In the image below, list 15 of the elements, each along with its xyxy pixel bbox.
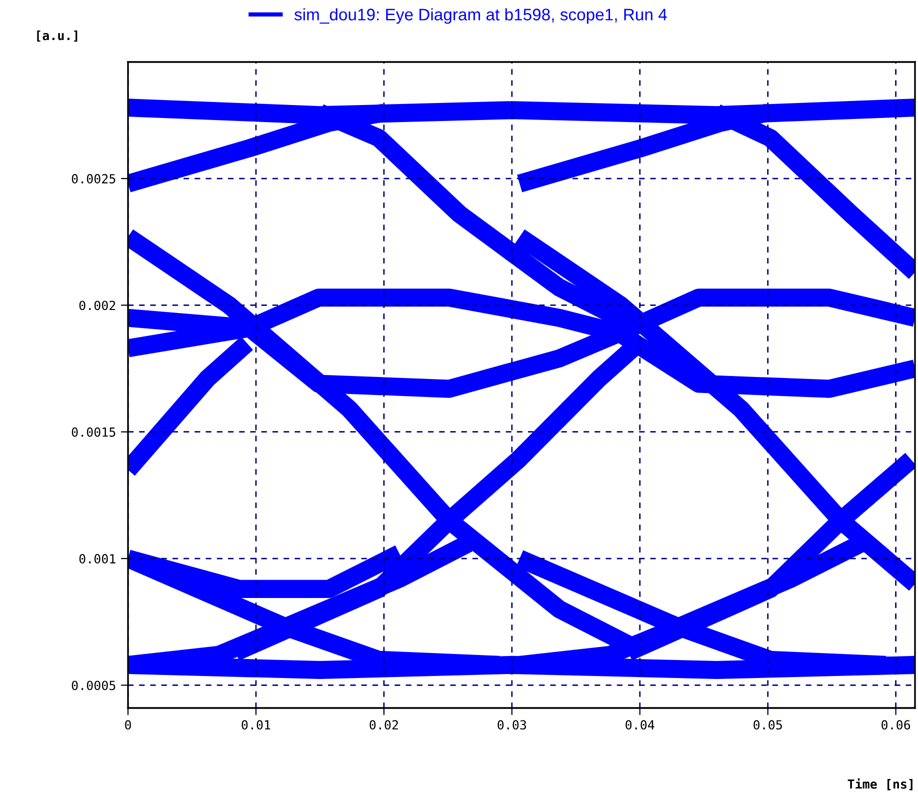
x-tick-label: 0.02 <box>370 720 398 730</box>
x-tick-label: 0.06 <box>882 720 910 730</box>
x-axis-title: Time [ns] <box>848 778 912 790</box>
x-tick-label: 0.01 <box>242 720 270 730</box>
legend-label: sim_dou19: Eye Diagram at b1598, scope1, Run 4 <box>294 8 667 24</box>
x-tick-label: 0.04 <box>626 720 654 730</box>
x-tick-label: 0.05 <box>754 720 782 730</box>
y-tick-label: 0.0005 <box>72 680 116 690</box>
y-tick-label: 0.0015 <box>72 427 116 437</box>
y-axis-title: [a.u.] <box>37 30 78 42</box>
x-tick-label: 0 <box>125 720 131 730</box>
y-tick-label: 0.002 <box>79 300 116 310</box>
y-tick-label: 0.0025 <box>72 174 116 184</box>
x-tick-label: 0.03 <box>498 720 526 730</box>
y-tick-label: 0.001 <box>79 554 116 564</box>
